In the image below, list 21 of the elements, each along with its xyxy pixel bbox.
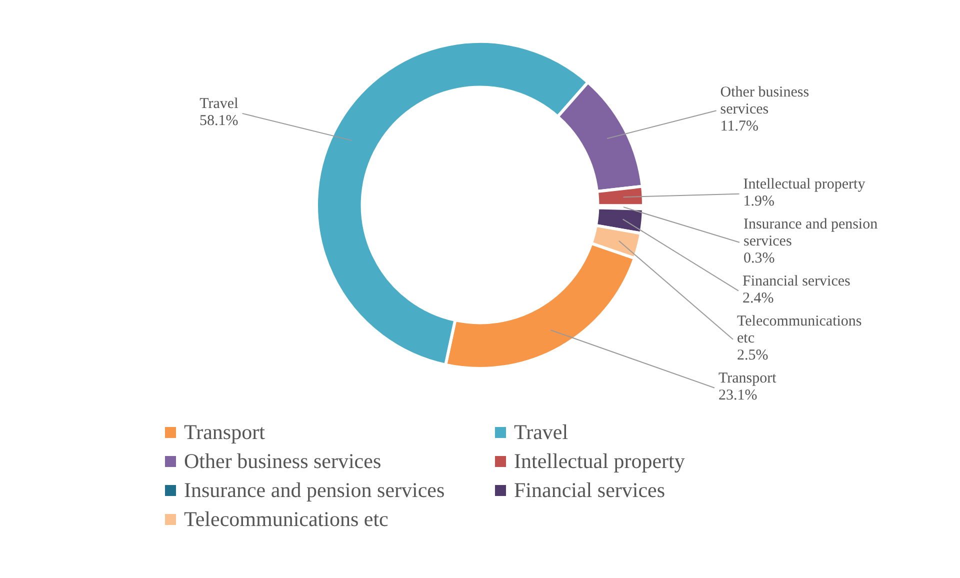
slice-label: Transport (718, 370, 778, 386)
legend-label: Travel (513, 420, 570, 445)
slice-label: Other business services (720, 84, 810, 118)
data-label: 11.7% (720, 118, 759, 135)
data-label: 58.1% (200, 112, 238, 129)
data-label: 1.9% (743, 193, 774, 210)
data-label: 23.1% (718, 387, 758, 404)
slice-label: Financial services (742, 273, 851, 290)
legend-label: Financial services (513, 478, 666, 503)
data-label: 0.3% (743, 250, 775, 266)
legend-label: Transport (183, 420, 266, 445)
legend-label: Telecommunications etc (183, 507, 390, 532)
legend-label: Insurance and pension services (183, 478, 446, 503)
data-label: 2.5% (737, 347, 768, 364)
slice-label: Insurance and pension services (743, 216, 878, 250)
legend-label: Intellectual property (513, 449, 686, 474)
legend-label: Other business services (183, 449, 382, 474)
slice-label: Intellectual property (743, 176, 866, 192)
slice-label: Telecommunications etc (737, 313, 862, 346)
data-label: 2.4% (742, 290, 774, 306)
slice-label: Travel (200, 96, 238, 112)
